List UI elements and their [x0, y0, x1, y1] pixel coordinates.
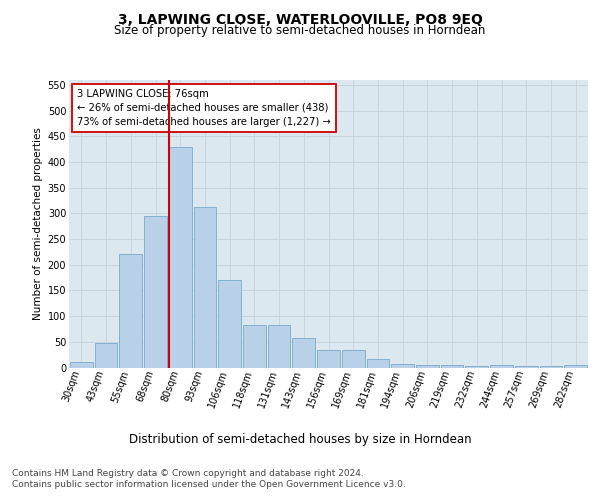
Bar [317, 350, 340, 368]
Bar [391, 364, 414, 368]
Bar [515, 366, 538, 368]
Bar [194, 208, 216, 368]
Bar [441, 365, 463, 368]
Text: 3 LAPWING CLOSE: 76sqm
← 26% of semi-detached houses are smaller (438)
73% of se: 3 LAPWING CLOSE: 76sqm ← 26% of semi-det… [77, 88, 331, 126]
Bar [539, 366, 562, 368]
Bar [292, 338, 315, 368]
Bar [119, 254, 142, 368]
Bar [490, 365, 513, 368]
Text: Contains HM Land Registry data © Crown copyright and database right 2024.: Contains HM Land Registry data © Crown c… [12, 469, 364, 478]
Bar [268, 326, 290, 368]
Text: 3, LAPWING CLOSE, WATERLOOVILLE, PO8 9EQ: 3, LAPWING CLOSE, WATERLOOVILLE, PO8 9EQ [118, 12, 482, 26]
Text: Contains public sector information licensed under the Open Government Licence v3: Contains public sector information licen… [12, 480, 406, 489]
Bar [243, 326, 266, 368]
Bar [95, 343, 118, 367]
Bar [416, 365, 439, 368]
Bar [144, 216, 167, 368]
Bar [70, 362, 93, 368]
Y-axis label: Number of semi-detached properties: Number of semi-detached properties [34, 128, 43, 320]
Bar [367, 359, 389, 368]
Text: Distribution of semi-detached houses by size in Horndean: Distribution of semi-detached houses by … [128, 432, 472, 446]
Bar [466, 366, 488, 368]
Bar [564, 366, 587, 368]
Bar [169, 146, 191, 368]
Bar [342, 350, 365, 368]
Bar [218, 280, 241, 368]
Text: Size of property relative to semi-detached houses in Horndean: Size of property relative to semi-detach… [115, 24, 485, 37]
